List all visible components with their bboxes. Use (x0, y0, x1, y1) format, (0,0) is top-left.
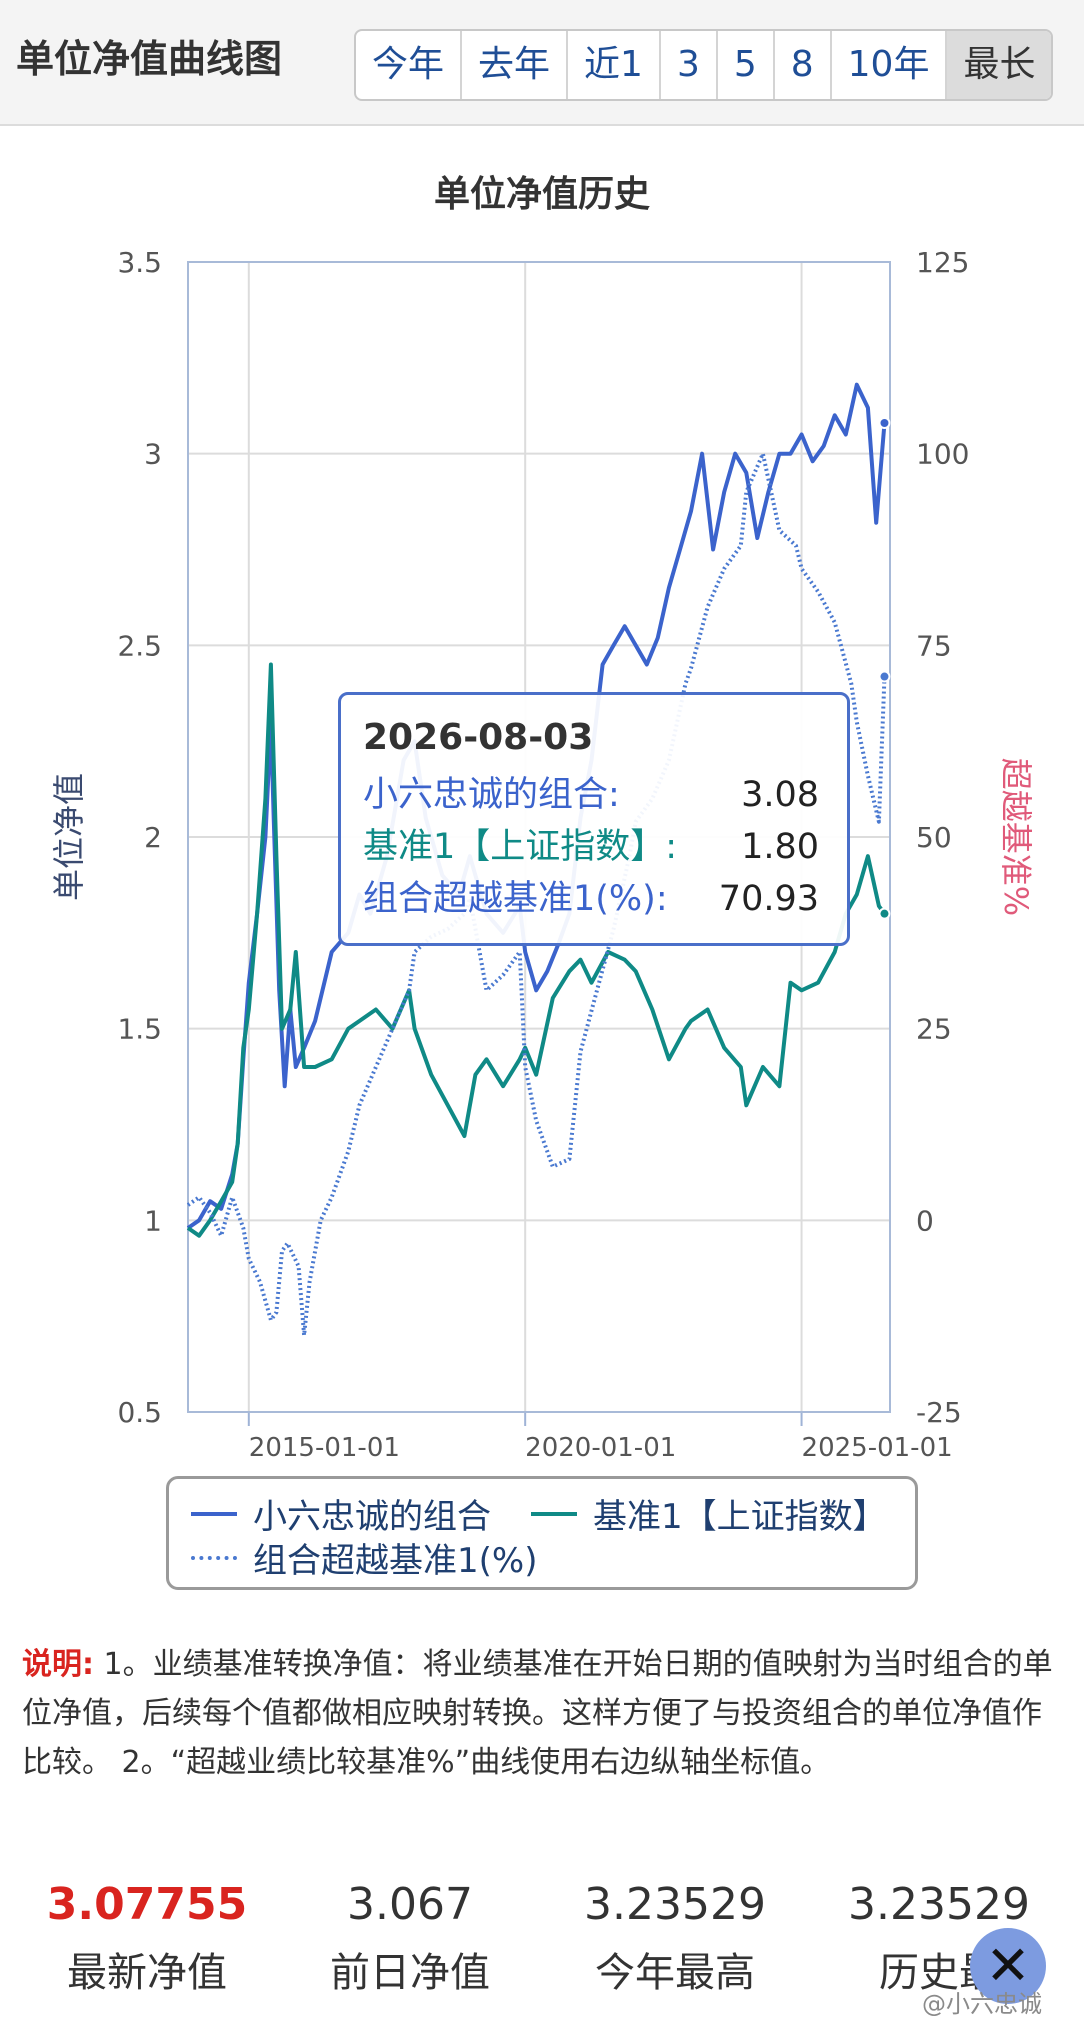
tooltip-label-excess: 组合超越基准1(%): (363, 879, 668, 919)
y-left-tick-label: 1.5 (117, 1013, 162, 1046)
chart-area: 单位净值历史 3.5 125 3 100 2.5 75 2 50 1.5 25 1 0 0.5 -25 201… (0, 124, 1084, 1604)
stat-all-time-high-value: 3.23529 (848, 1879, 1030, 1930)
y-left-tick-label: 2 (144, 821, 162, 854)
y-right-tick-label: 100 (916, 438, 969, 471)
tooltip-value-excess: 70.93 (718, 879, 819, 919)
legend-swatch-benchmark (531, 1511, 577, 1516)
tooltip-row-excess: 组合超越基准1(%): 70.93 (363, 873, 819, 925)
legend-item-portfolio[interactable]: 小六忠诚的组合 (191, 1489, 491, 1538)
y-right-tick-label: 25 (916, 1013, 952, 1046)
stat-year-high: 3.23529 今年最高 (540, 1870, 810, 2006)
range-tab-longest[interactable]: 最长 (947, 31, 1052, 99)
note-text: 1。业绩基准转换净值：将业绩基准在开始日期的值映射为当时组合的单位净值，后续每个… (22, 1647, 1053, 1780)
stat-year-high-value: 3.23529 (584, 1879, 766, 1930)
explanation-note: 说明: 1。业绩基准转换净值：将业绩基准在开始日期的值映射为当时组合的单位净值，… (22, 1640, 1062, 1787)
range-tab-5[interactable]: 5 (718, 31, 775, 99)
y-left-tick-label: 3 (144, 438, 162, 471)
series-excess-end-point (878, 670, 891, 683)
series-benchmark-line (186, 662, 887, 1238)
plot-frame (187, 261, 891, 1413)
legend-item-benchmark[interactable]: 基准1【上证指数】 (531, 1489, 887, 1538)
y-left-tick-label: 0.5 (117, 1396, 162, 1429)
tooltip-label-portfolio: 小六忠诚的组合: (363, 775, 620, 815)
x-tick-label: 2025-01-01 (802, 1433, 953, 1463)
tooltip-value-benchmark: 1.80 (741, 827, 819, 867)
tooltip-value-portfolio: 3.08 (741, 775, 819, 815)
range-tab-8[interactable]: 8 (775, 31, 832, 99)
series-portfolio-end-point (878, 417, 891, 429)
close-icon[interactable]: ✕ (970, 1928, 1046, 2004)
y-right-tick-label: 125 (916, 246, 969, 279)
legend-swatch-portfolio (191, 1511, 237, 1516)
range-tab-last-year[interactable]: 去年 (462, 31, 569, 99)
y-left-tick-label: 2.5 (117, 629, 162, 662)
y-right-tick-label: 75 (916, 629, 952, 662)
legend-label-benchmark: 基准1【上证指数】 (593, 1497, 887, 1537)
x-tick-label: 2020-01-01 (525, 1433, 676, 1463)
stat-previous-nav-label: 前日净值 (330, 1950, 490, 1996)
chart-title: 单位净值历史 (434, 174, 650, 215)
range-tab-this-year[interactable]: 今年 (356, 31, 463, 99)
series-benchmark-end-point (878, 907, 891, 920)
legend-label-excess: 组合超越基准1(%) (253, 1541, 538, 1581)
range-tabs: 今年 去年 近1 3 5 8 10年 最长 (354, 29, 1054, 101)
range-tab-1[interactable]: 近1 (568, 31, 661, 99)
stat-previous-nav: 3.067 前日净值 (275, 1870, 545, 2006)
y-left-axis-title: 单位净值 (50, 773, 88, 901)
y-left-tick-label: 1 (144, 1204, 162, 1237)
tooltip-row-benchmark: 基准1【上证指数】: 1.80 (363, 821, 819, 873)
chart-tooltip: 2026-08-03 小六忠诚的组合: 3.08 基准1【上证指数】: 1.80… (338, 692, 850, 946)
header-bar: 单位净值曲线图 今年 去年 近1 3 5 8 10年 最长 (0, 0, 1084, 126)
y-right-tick-label: 0 (916, 1204, 934, 1237)
page-title: 单位净值曲线图 (16, 37, 283, 81)
y-right-tick-label: -25 (916, 1396, 962, 1429)
y-left-tick-label: 3.5 (117, 246, 162, 279)
range-tab-3[interactable]: 3 (661, 31, 718, 99)
note-label: 说明: (22, 1647, 94, 1682)
watermark: @小六忠诚 (922, 1990, 1042, 2018)
chart-legend: 小六忠诚的组合 基准1【上证指数】 组合超越基准1(%) (166, 1476, 918, 1590)
tooltip-row-portfolio: 小六忠诚的组合: 3.08 (363, 769, 819, 821)
y-right-axis-title: 超越基准% (997, 758, 1035, 916)
y-right-tick-label: 50 (916, 821, 952, 854)
legend-label-portfolio: 小六忠诚的组合 (253, 1497, 491, 1537)
stat-latest-nav-value: 3.07755 (46, 1879, 248, 1930)
range-tab-10-year[interactable]: 10年 (832, 31, 948, 99)
stat-year-high-label: 今年最高 (595, 1950, 755, 1996)
legend-item-excess[interactable]: 组合超越基准1(%) (191, 1533, 537, 1582)
stat-latest-nav-label: 最新净值 (67, 1950, 227, 1996)
nav-chart[interactable]: 单位净值历史 3.5 125 3 100 2.5 75 2 50 1.5 25 1 0 0.5 -25 201… (0, 124, 1084, 1604)
x-tick-label: 2015-01-01 (249, 1433, 400, 1463)
tooltip-label-benchmark: 基准1【上证指数】: (363, 827, 678, 867)
stat-latest-nav: 3.07755 最新净值 (12, 1870, 282, 2006)
tooltip-date: 2026-08-03 (363, 717, 594, 758)
legend-swatch-excess (191, 1555, 237, 1560)
stat-previous-nav-value: 3.067 (347, 1879, 473, 1930)
